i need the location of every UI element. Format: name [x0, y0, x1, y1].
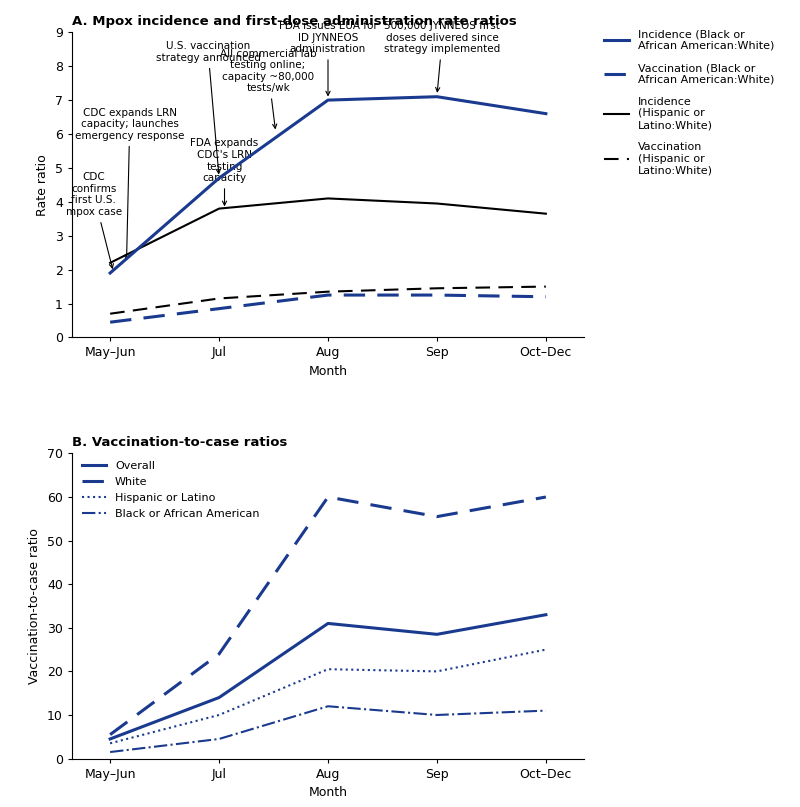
- X-axis label: Month: Month: [309, 365, 347, 378]
- Text: 500,000 JYNNEOS first
doses delivered since
strategy implemented: 500,000 JYNNEOS first doses delivered si…: [384, 21, 501, 92]
- Y-axis label: Rate ratio: Rate ratio: [37, 154, 50, 215]
- Text: CDC
confirms
first U.S.
mpox case: CDC confirms first U.S. mpox case: [66, 172, 122, 268]
- Text: FDA expands
CDC's LRN
testing
capacity: FDA expands CDC's LRN testing capacity: [190, 138, 258, 205]
- Legend: Incidence (Black or
African American:White), Vaccination (Black or
African Ameri: Incidence (Black or African American:Whi…: [605, 29, 774, 175]
- Text: U.S. vaccination
strategy announced: U.S. vaccination strategy announced: [156, 41, 261, 174]
- Y-axis label: Vaccination-to-case ratio: Vaccination-to-case ratio: [29, 528, 42, 684]
- Text: CDC expands LRN
capacity; launches
emergency response: CDC expands LRN capacity; launches emerg…: [75, 107, 185, 260]
- X-axis label: Month: Month: [309, 786, 347, 799]
- Text: All commercial lab
testing online;
capacity ~80,000
tests/wk: All commercial lab testing online; capac…: [220, 48, 316, 128]
- Text: FDA issues EUA for
ID JYNNEOS
administration: FDA issues EUA for ID JYNNEOS administra…: [278, 21, 378, 95]
- Text: A. Mpox incidence and first-dose administration rate ratios: A. Mpox incidence and first-dose adminis…: [72, 15, 517, 28]
- Legend: Overall, White, Hispanic or Latino, Black or African American: Overall, White, Hispanic or Latino, Blac…: [77, 457, 264, 524]
- Text: B. Vaccination-to-case ratios: B. Vaccination-to-case ratios: [72, 437, 287, 449]
